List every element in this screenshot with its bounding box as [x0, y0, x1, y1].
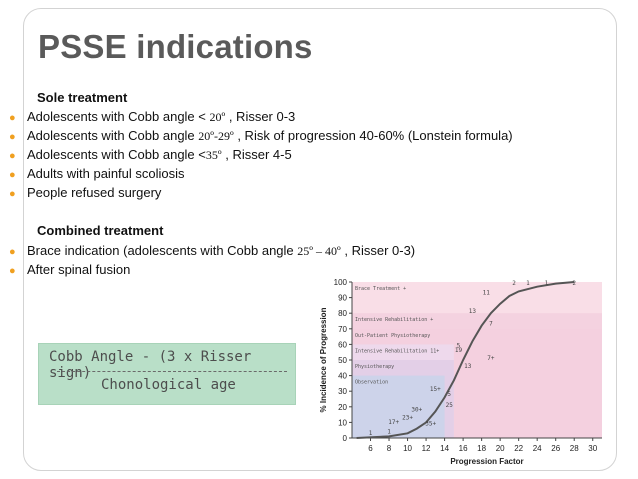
- y-tick-label-5: 50: [338, 356, 347, 365]
- x-tick-label-10: 26: [551, 444, 560, 453]
- bullet-icon: ●: [9, 169, 16, 181]
- x-axis-label: Progression Factor: [450, 457, 523, 466]
- y-tick-label-8: 80: [338, 309, 347, 318]
- data-point-8: 5: [447, 391, 451, 398]
- zone-label-2: Out-Patient Physiotherapy: [355, 333, 430, 339]
- x-tick-label-1: 8: [387, 444, 392, 453]
- data-point-1: 1: [387, 428, 391, 435]
- x-tick-label-2: 10: [403, 444, 412, 453]
- y-tick-label-7: 70: [338, 325, 347, 334]
- data-point-6: 15+: [430, 386, 441, 393]
- sole-item-3: ● Adolescents with Cobb angle <35º , Riss…: [9, 147, 292, 162]
- bullet-icon: ●: [9, 131, 16, 143]
- y-tick-label-6: 60: [338, 340, 347, 349]
- x-tick-label-3: 12: [422, 444, 431, 453]
- zone-label-5: Observation: [355, 380, 388, 386]
- progression-chart: Brace Treatment + Intensive Rehabilitatio…: [312, 270, 627, 472]
- y-tick-label-0: 0: [343, 434, 348, 443]
- fraction-line: [57, 371, 287, 372]
- y-axis-label: % Incidence of Progression: [319, 307, 328, 412]
- formula-numerator: Cobb Angle - (3 x Risser sign): [49, 349, 252, 381]
- combined-item-2: ● After spinal fusion: [9, 262, 131, 277]
- data-point-19: 2: [572, 280, 576, 287]
- data-point-2: 17+: [388, 419, 399, 426]
- data-point-3: 23+: [402, 414, 413, 421]
- data-point-13: 11: [483, 289, 491, 296]
- sole-item-1: ● Adolescents with Cobb angle < 20º , Ris…: [9, 109, 296, 124]
- zone-label-3: Intensive Rehabilitation 11+: [355, 348, 439, 354]
- y-tick-label-3: 30: [338, 387, 347, 396]
- y-tick-label-10: 100: [334, 278, 348, 287]
- x-tick-label-12: 30: [588, 444, 597, 453]
- data-point-17: 1: [526, 280, 530, 287]
- sole-item-5: ● People refused surgery: [9, 185, 162, 200]
- y-tick-label-2: 20: [338, 403, 347, 412]
- x-tick-label-7: 20: [496, 444, 505, 453]
- zone-5: [352, 375, 445, 438]
- data-point-5: 35+: [425, 421, 436, 428]
- bullet-icon: ●: [9, 188, 16, 200]
- y-tick-label-1: 10: [338, 418, 347, 427]
- data-point-10: 5: [457, 343, 461, 350]
- combined-treatment-heading: Combined treatment: [37, 223, 164, 238]
- data-point-12: 13: [469, 308, 477, 315]
- progression-curve: [356, 281, 575, 439]
- x-tick-label-9: 24: [533, 444, 542, 453]
- sole-item-2: ● Adolescents with Cobb angle 20º-29º , R…: [9, 128, 513, 143]
- data-point-16: 2: [512, 280, 516, 287]
- x-tick-label-4: 14: [440, 444, 449, 453]
- sole-treatment-heading: Sole treatment: [37, 90, 128, 105]
- data-point-14: 7: [489, 321, 493, 328]
- y-tick-label-9: 90: [338, 294, 347, 303]
- x-tick-label-11: 28: [570, 444, 579, 453]
- data-point-11: 13: [464, 363, 472, 370]
- data-point-15: 7+: [487, 355, 495, 362]
- bullet-icon: ●: [9, 246, 16, 258]
- zone-label-0: Brace Treatment +: [355, 286, 406, 292]
- x-tick-label-5: 16: [459, 444, 468, 453]
- slide-title: PSSE indications: [38, 28, 313, 65]
- formula-denominator: Chonological age: [101, 377, 236, 393]
- progression-chart-svg: Brace Treatment + Intensive Rehabilitatio…: [319, 278, 602, 466]
- lonstein-formula-box: Cobb Angle - (3 x Risser sign) Chonologi…: [38, 343, 296, 405]
- bullet-icon: ●: [9, 265, 16, 277]
- data-point-4: 30+: [411, 406, 422, 413]
- bullet-icon: ●: [9, 112, 16, 124]
- x-tick-label-8: 22: [514, 444, 523, 453]
- data-point-7: 25: [446, 402, 454, 409]
- data-point-0: 1: [369, 430, 373, 437]
- combined-item-1: ● Brace indication (adolescents with Cobb…: [9, 243, 416, 258]
- data-point-18: 1: [545, 280, 549, 287]
- sole-item-4: ● Adults with painful scoliosis: [9, 166, 185, 181]
- x-tick-label-0: 6: [368, 444, 373, 453]
- x-tick-label-6: 18: [477, 444, 486, 453]
- zone-label-4: Physiotherapy: [355, 364, 394, 370]
- zone-label-1: Intensive Rehabilitation +: [355, 317, 433, 323]
- data-point-9: 19: [455, 347, 463, 354]
- y-tick-label-4: 40: [338, 372, 347, 381]
- bullet-icon: ●: [9, 150, 16, 162]
